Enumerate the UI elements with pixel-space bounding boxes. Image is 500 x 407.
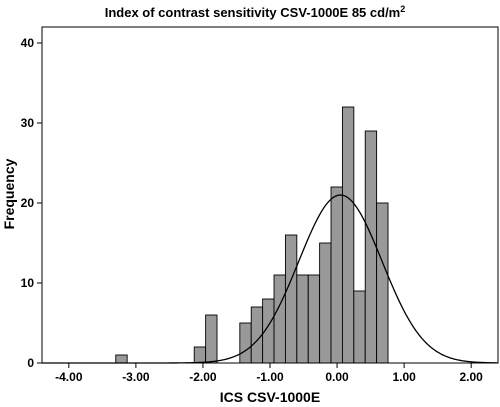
histogram-bar — [364, 130, 378, 364]
histogram-bar — [239, 322, 252, 364]
histogram-bar — [273, 274, 286, 364]
histogram-bar — [330, 186, 343, 364]
y-tick-label: 0 — [27, 356, 34, 370]
chart-title: Index of contrast sensitivity CSV-1000E … — [105, 4, 406, 20]
title-superscript: 2 — [400, 4, 405, 14]
x-tick-label: -2.00 — [189, 370, 217, 384]
histogram-bar — [193, 346, 207, 364]
x-tick-label: -3.00 — [122, 370, 150, 384]
histogram-bar — [284, 234, 298, 364]
histogram-bar — [307, 274, 321, 364]
y-axis-label: Frequency — [1, 158, 17, 229]
y-tick-label: 30 — [21, 116, 35, 130]
histogram-bar — [115, 354, 128, 364]
y-tick-label: 10 — [21, 276, 35, 290]
histogram-bar — [353, 290, 366, 364]
x-tick-label: -4.00 — [55, 370, 83, 384]
x-tick-label: 1.00 — [392, 370, 416, 384]
y-tick-label: 20 — [21, 196, 35, 210]
x-tick-label: 2.00 — [459, 370, 483, 384]
x-tick-label: -1.00 — [256, 370, 284, 384]
histogram-bar — [319, 242, 332, 364]
histogram-bar — [205, 314, 218, 364]
histogram-bar — [296, 274, 309, 364]
plot-area: 0 10 20 30 40 -4.00 -3.00 -2.00 -1.00 0.00 1.00 2.0… — [21, 26, 499, 384]
x-axis-label: ICS CSV-1000E — [220, 389, 320, 405]
histogram-bar — [376, 202, 389, 364]
y-tick-label: 40 — [21, 36, 35, 50]
histogram-bar — [341, 106, 355, 364]
x-tick-label: 0.00 — [325, 370, 349, 384]
